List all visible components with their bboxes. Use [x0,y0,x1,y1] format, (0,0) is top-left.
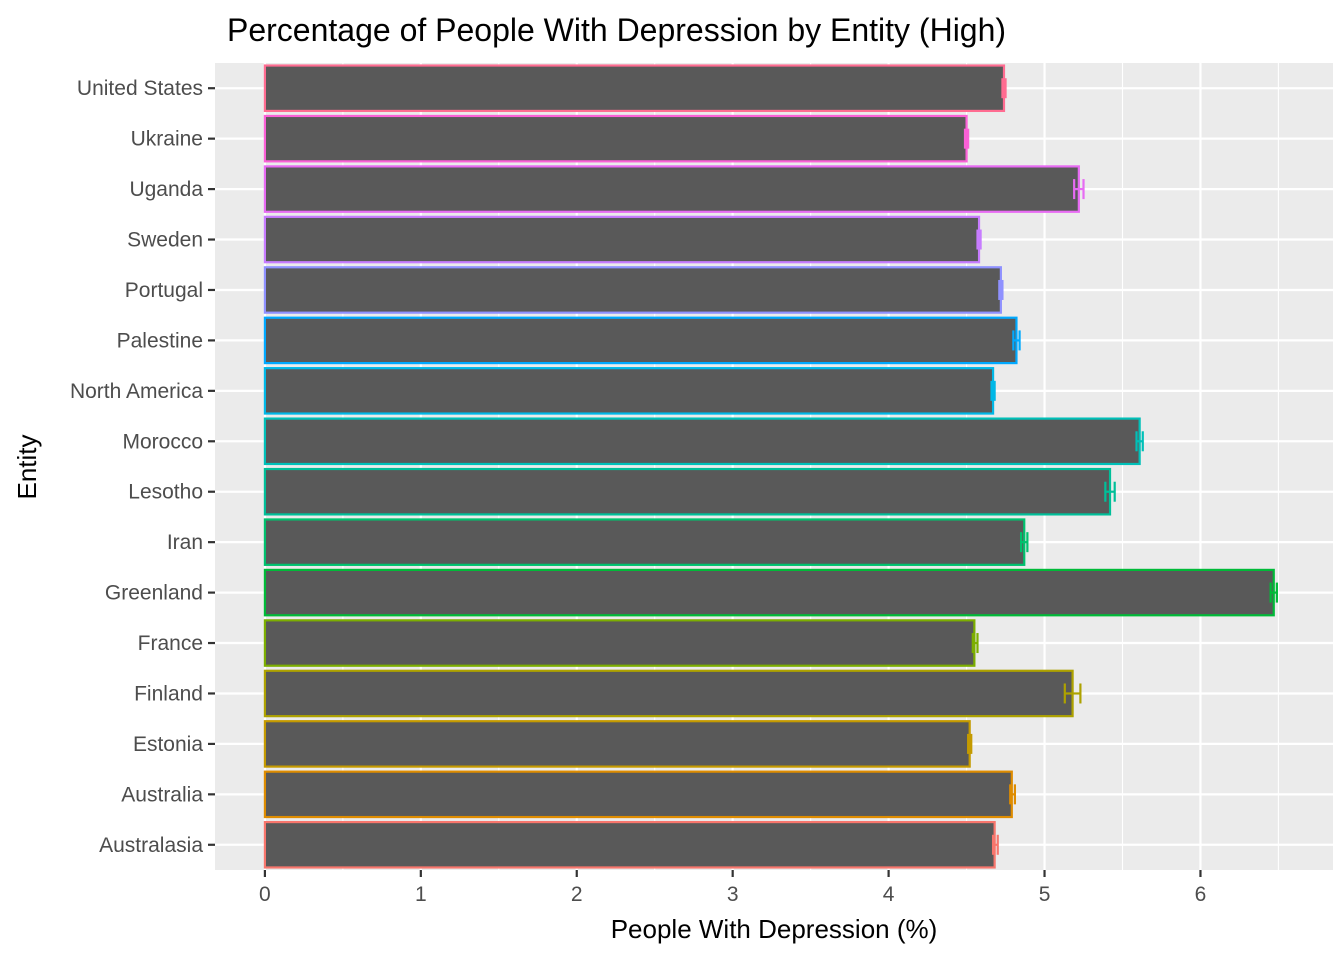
error-bar [1001,78,1007,99]
y-tick-label: Sweden [127,229,203,252]
x-tick-label: 1 [415,883,427,906]
bar [263,669,1074,718]
y-tick-label: Australasia [99,834,203,857]
bar [263,568,1275,617]
x-tick-label: 2 [571,883,583,906]
y-tick-label: Morocco [122,430,203,453]
error-bar [1012,330,1021,351]
y-tick-label: Australia [121,783,203,806]
bar [263,619,976,667]
bar [263,165,1080,213]
y-tick-label: Uganda [129,178,203,201]
y-tick-label: Greenland [105,582,203,605]
error-bar [1020,532,1029,553]
error-bar [1135,431,1144,452]
bar [263,467,1112,516]
y-axis-title: Entity [12,434,42,499]
bar [263,114,968,163]
bar [263,64,1006,113]
error-bar [991,834,999,855]
error-bar [971,633,979,654]
bar [263,820,996,869]
y-tick-label: Finland [134,682,203,705]
error-bar [1009,784,1017,805]
y-axis: United States Ukraine Uganda Sweden Portugal… [70,77,215,857]
error-bar [963,128,970,149]
chart-title: Percentage of People With Depression by … [227,12,1006,48]
x-axis-title: People With Depression (%) [611,914,938,944]
bar [263,417,1141,466]
y-tick-label: United States [77,77,203,100]
error-bar [1073,179,1085,200]
y-tick-label: North America [70,380,203,403]
error-bar [1269,582,1278,603]
x-tick-label: 6 [1195,883,1207,906]
y-tick-label: Portugal [125,279,203,302]
bar [263,367,995,415]
error-bar [998,279,1004,300]
error-bars-layer [963,78,1278,855]
bar [263,720,971,768]
error-bar [990,380,996,401]
bar [263,215,981,264]
bars-layer [263,64,1275,869]
x-tick-label: 0 [259,883,271,906]
x-tick-label: 4 [883,883,895,906]
error-bar [1063,683,1082,704]
x-tick-label: 3 [727,883,739,906]
y-tick-label: Ukraine [131,128,203,151]
y-tick-label: France [138,632,203,655]
x-axis: 0 1 2 3 4 5 6 [259,870,1206,906]
y-tick-label: Estonia [133,733,203,756]
y-tick-label: Iran [167,531,203,554]
error-bar [1104,481,1116,502]
x-tick-label: 5 [1039,883,1051,906]
bar [263,770,1013,819]
error-bar [976,229,982,250]
y-tick-label: Palestine [117,329,203,352]
bar [263,266,1002,314]
bar [263,316,1018,365]
y-tick-label: Lesotho [128,481,203,504]
error-bar [967,733,973,754]
bar [263,518,1026,566]
